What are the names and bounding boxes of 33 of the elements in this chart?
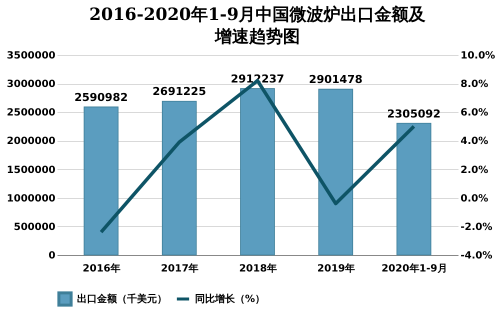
x-tick-label: 2017年	[160, 262, 199, 274]
y2-tick-label: 10.0%	[460, 50, 496, 62]
y-tick-label: 2500000	[6, 108, 56, 119]
y-tick-label: 3000000	[6, 79, 56, 90]
data-label: 2691225	[152, 85, 206, 98]
y-tick-label: 0	[48, 250, 56, 262]
data-label: 2590982	[74, 90, 128, 104]
y-tick-label: 1500000	[6, 164, 56, 176]
y2-tick-label: 2.0%	[460, 164, 488, 176]
chart-title: 2016-2020年1-9月中国微波炉出口金额及增速趋势图	[89, 5, 427, 47]
y-tick-label: 1000000	[6, 193, 56, 204]
bar	[84, 106, 118, 256]
x-tick-label: 2020年1-9月	[381, 262, 448, 274]
y2-tick-label: -2.0%	[460, 222, 492, 233]
y2-tick-label: 6.0%	[460, 108, 488, 119]
bar	[396, 122, 432, 256]
bar	[318, 88, 354, 256]
data-label: 2901478	[308, 73, 362, 86]
y2-tick-label: 4.0%	[460, 136, 488, 148]
x-tick-label: 2019年	[317, 262, 356, 274]
y2-tick-label: 0.0%	[460, 193, 488, 204]
y-tick-label: 500000	[14, 222, 56, 233]
x-tick-label: 2016年	[82, 262, 121, 274]
bar	[162, 100, 197, 256]
y2-tick-label: -4.0%	[460, 250, 492, 262]
y-tick-label: 2000000	[6, 136, 56, 148]
data-label: 2305092	[387, 107, 441, 120]
y-tick-label: 3500000	[6, 50, 56, 62]
legend-label: 同比增长（%）	[195, 293, 266, 305]
bar	[240, 88, 275, 256]
y2-tick-label: 8.0%	[460, 79, 488, 90]
x-tick-label: 2018年	[239, 262, 277, 274]
legend-label: 出口金额（千美元）	[77, 293, 167, 305]
